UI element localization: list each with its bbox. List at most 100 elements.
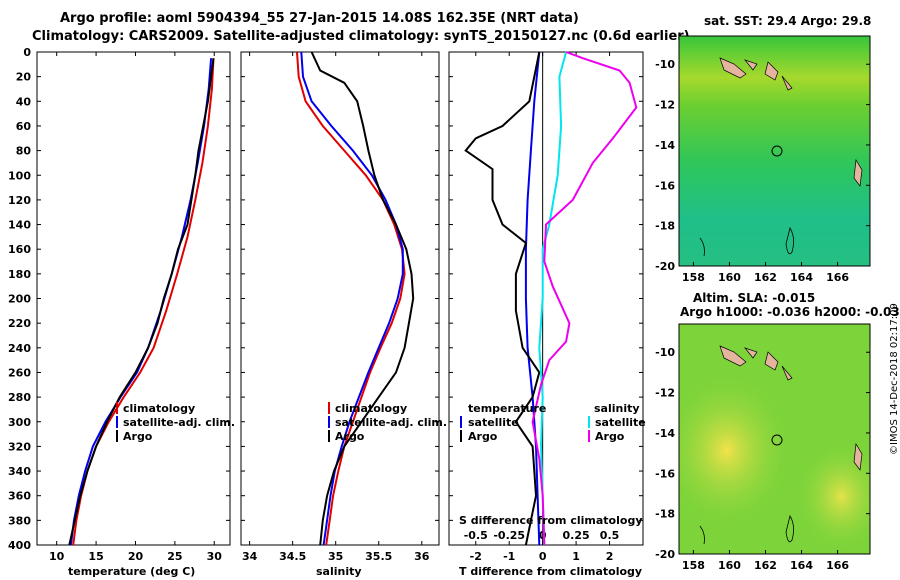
legend-climatology: climatology: [335, 402, 407, 415]
salinity-argo-line: [310, 51, 415, 546]
x-tick-label: 2: [606, 550, 614, 563]
map-lon-label: 164: [790, 271, 813, 284]
depth-tick-label: 0: [23, 46, 31, 59]
s-diff-tick-label: 0.25: [563, 529, 590, 542]
map-lat-label: -18: [655, 220, 675, 233]
x-tick-label: 10: [49, 550, 65, 563]
x-tick-label: 35.5: [365, 550, 392, 563]
argo-location-marker: [771, 434, 783, 446]
legend-t-satellite: satellite: [468, 416, 519, 429]
map-lat-label: -14: [655, 139, 675, 152]
depth-tick-label: 300: [8, 416, 31, 429]
x-tick-label: 15: [88, 550, 103, 563]
x-axes: 10 15 20 25 30 34 34.5 35 35.5 36 -2 -1 0 1 2 -0.5 -0.25…: [49, 52, 619, 563]
x-tick-label: 34: [242, 550, 258, 563]
map-lat-label: -18: [655, 508, 675, 521]
temperature-satellite-adj-clim--line: [69, 58, 213, 546]
sla-map-title-1: Altim. SLA: -0.015: [693, 291, 816, 305]
map-axes: 158 160 162 164 166 -10 -12 -14 -16 -18 -20 158 160 1…: [655, 58, 870, 572]
depth-tick-label: 100: [8, 169, 31, 182]
depth-tick-label: 240: [8, 342, 31, 355]
legend-argo: Argo: [123, 430, 153, 443]
depth-tick-label: 260: [8, 366, 31, 379]
depth-tick-label: 80: [16, 145, 32, 158]
map-lat-label: -16: [655, 179, 675, 192]
s-diff-tick-label: -0.5: [464, 529, 488, 542]
depth-tick-label: 280: [8, 391, 31, 404]
sst-map: [678, 35, 871, 267]
depth-tick-label: 40: [16, 95, 32, 108]
map-lat-label: -14: [655, 427, 675, 440]
depth-tick-label: 160: [8, 243, 31, 256]
title-line-1: Argo profile: aoml 5904394_55 27-Jan-201…: [60, 11, 579, 26]
temperature-panel-frame: [36, 51, 231, 546]
map-lon-label: 162: [754, 559, 777, 572]
temperature-legend: climatology satellite-adj. clim. Argo: [116, 402, 235, 443]
legend-argo: Argo: [335, 430, 365, 443]
x-tick-label: -2: [470, 550, 482, 563]
map-lat-label: -20: [655, 260, 675, 273]
sla-map-title-2: Argo h1000: -0.036 h2000: -0.036: [680, 305, 900, 319]
map-lon-label: 162: [754, 271, 777, 284]
differences-s-satellite-line: [538, 51, 568, 546]
map-lat-label: -12: [655, 387, 675, 400]
map-lon-label: 166: [826, 559, 849, 572]
legend-s-argo: Argo: [595, 430, 625, 443]
map-lon-label: 166: [826, 271, 849, 284]
legend-salinity: salinity: [594, 402, 640, 415]
island-shapes: [719, 57, 863, 187]
depth-tick-label: 400: [8, 539, 31, 552]
map-lat-label: -10: [655, 58, 675, 71]
map-lat-label: -16: [655, 467, 675, 480]
salinity-legend: climatology satellite-adj. clim. Argo: [328, 402, 447, 443]
title-line-2: Climatology: CARS2009. Satellite-adjuste…: [32, 29, 690, 44]
difference-top-xlabel: S difference from climatology: [459, 514, 643, 527]
differences-s-argo-line: [531, 51, 638, 546]
depth-axis: 0 20 40 60 80 100 120 140 160 180 200 220 240 260 280 3…: [8, 46, 643, 552]
depth-tick-label: 60: [16, 120, 32, 133]
x-tick-label: 0: [539, 550, 547, 563]
map-lon-label: 164: [790, 559, 813, 572]
map-lon-label: 158: [682, 559, 705, 572]
depth-tick-label: 140: [8, 219, 31, 232]
differences-t-argo-line: [464, 51, 541, 546]
depth-tick-label: 380: [8, 514, 31, 527]
difference-xlabel: T difference from climatology: [459, 565, 642, 578]
temperature-xlabel: temperature (deg C): [68, 565, 195, 578]
map-lon-label: 160: [718, 559, 741, 572]
legend-climatology: climatology: [123, 402, 195, 415]
argo-location-marker: [771, 145, 783, 157]
temperature-climatology-line: [72, 58, 215, 546]
depth-tick-label: 220: [8, 317, 31, 330]
legend-temperature: temperature: [468, 402, 546, 415]
x-tick-label: 1: [572, 550, 580, 563]
x-tick-label: 36: [414, 550, 430, 563]
difference-legend: temperature satellite Argo salinity sate…: [460, 402, 646, 443]
sla-map: [678, 323, 871, 555]
x-tick-label: 25: [167, 550, 182, 563]
depth-tick-label: 120: [8, 194, 31, 207]
x-tick-label: 34.5: [279, 550, 306, 563]
x-tick-label: 30: [207, 550, 223, 563]
island-shapes: [719, 345, 863, 471]
temperature-argo-line: [68, 58, 215, 546]
depth-tick-label: 20: [16, 71, 32, 84]
salinity-satellite-adj-clim--line: [300, 51, 404, 546]
x-tick-label: 35: [328, 550, 343, 563]
map-lat-label: -10: [655, 346, 675, 359]
differences-t-satellite-line: [524, 51, 541, 546]
salinity-climatology-line: [296, 51, 406, 546]
map-lon-label: 160: [718, 271, 741, 284]
depth-tick-label: 320: [8, 440, 31, 453]
profile-lines: [68, 51, 638, 546]
depth-tick-label: 340: [8, 465, 31, 478]
difference-panel-frame: [448, 51, 644, 546]
legend-satellite: satellite-adj. clim.: [335, 416, 447, 429]
depth-tick-label: 200: [8, 293, 31, 306]
x-tick-label: -1: [503, 550, 515, 563]
depth-tick-label: 180: [8, 268, 31, 281]
legend-s-satellite: satellite: [595, 416, 646, 429]
legend-t-argo: Argo: [468, 430, 498, 443]
map-lat-label: -12: [655, 99, 675, 112]
